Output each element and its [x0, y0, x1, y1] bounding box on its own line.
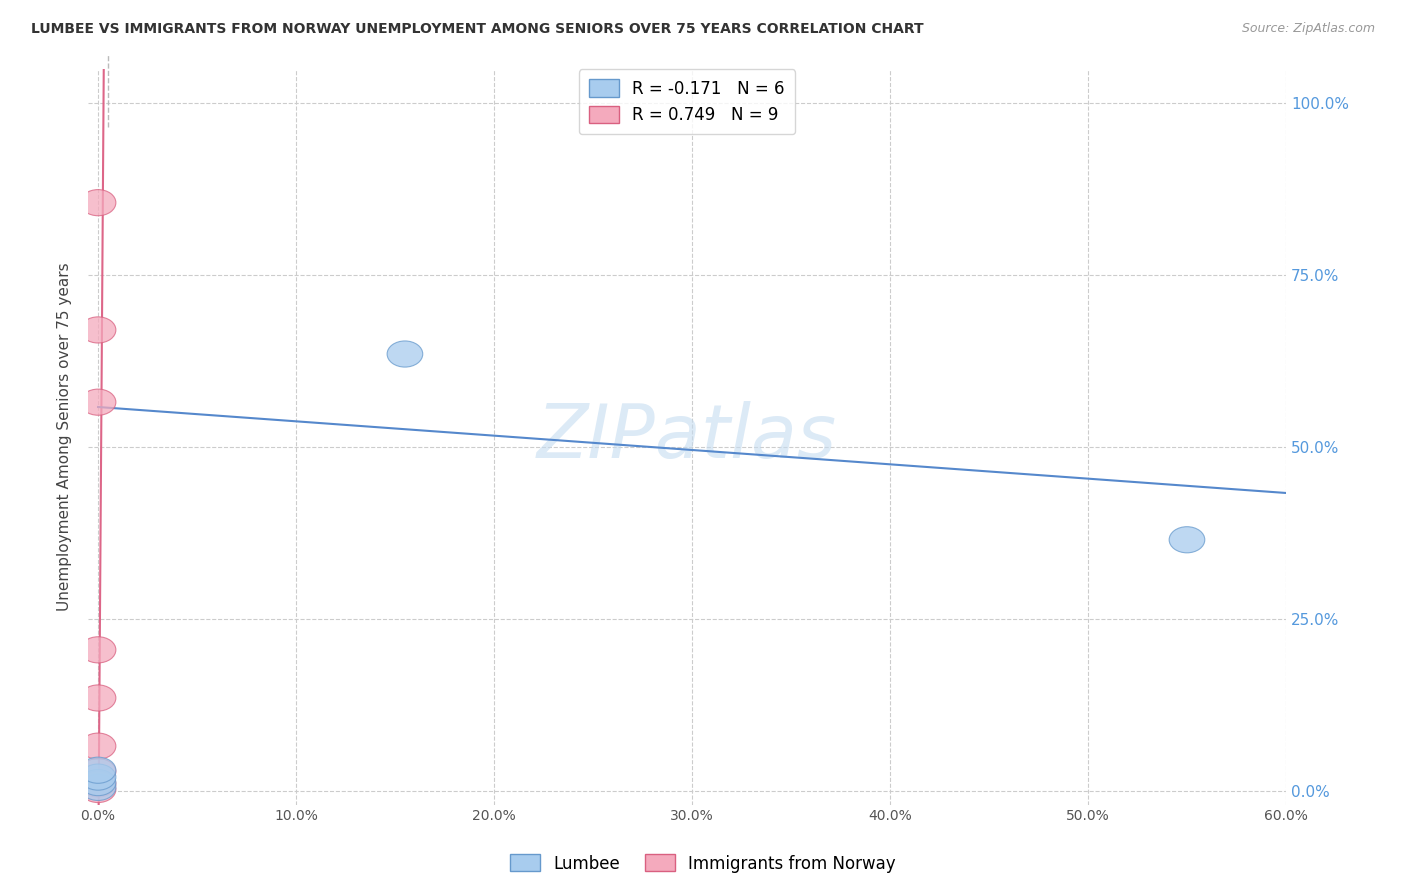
Ellipse shape	[80, 774, 115, 800]
Ellipse shape	[80, 771, 115, 797]
Ellipse shape	[1170, 526, 1205, 553]
Ellipse shape	[80, 764, 115, 790]
Ellipse shape	[80, 317, 115, 343]
Ellipse shape	[80, 758, 115, 785]
Ellipse shape	[80, 770, 115, 796]
Ellipse shape	[80, 637, 115, 663]
Text: ZIPatlas: ZIPatlas	[537, 401, 837, 473]
Text: Source: ZipAtlas.com: Source: ZipAtlas.com	[1241, 22, 1375, 36]
Ellipse shape	[387, 341, 423, 368]
Ellipse shape	[80, 389, 115, 416]
Y-axis label: Unemployment Among Seniors over 75 years: Unemployment Among Seniors over 75 years	[58, 262, 72, 611]
Text: LUMBEE VS IMMIGRANTS FROM NORWAY UNEMPLOYMENT AMONG SENIORS OVER 75 YEARS CORREL: LUMBEE VS IMMIGRANTS FROM NORWAY UNEMPLO…	[31, 22, 924, 37]
Ellipse shape	[80, 190, 115, 216]
Ellipse shape	[80, 685, 115, 711]
Legend: Lumbee, Immigrants from Norway: Lumbee, Immigrants from Norway	[503, 847, 903, 880]
Legend: R = -0.171   N = 6, R = 0.749   N = 9: R = -0.171 N = 6, R = 0.749 N = 9	[579, 70, 794, 134]
Ellipse shape	[80, 776, 115, 803]
Ellipse shape	[80, 757, 115, 783]
Ellipse shape	[80, 733, 115, 759]
